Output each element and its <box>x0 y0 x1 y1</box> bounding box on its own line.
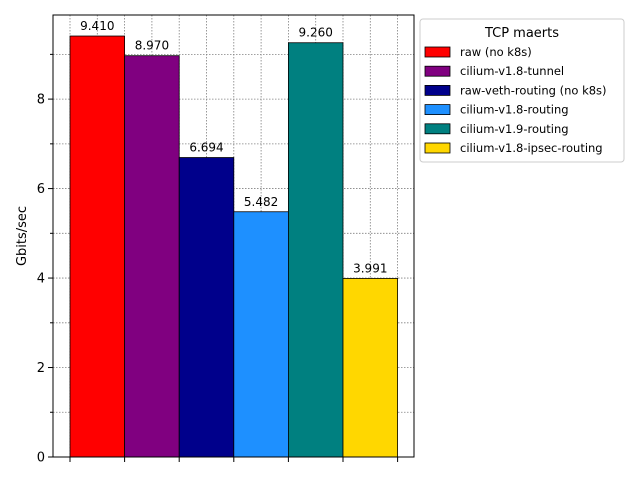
legend-swatch <box>424 123 451 135</box>
x-axis <box>69 457 399 462</box>
bar-cilium-v1-9-routing <box>287 42 344 458</box>
legend-entry-label: raw (no k8s) <box>460 45 532 59</box>
bar-value-label: 8.970 <box>135 39 169 53</box>
legend-swatch <box>424 65 451 77</box>
legend-box <box>419 18 625 163</box>
bar-raw-veth-routing-no-k8s <box>178 157 235 458</box>
bar-value-label: 9.410 <box>80 19 114 33</box>
bar-labels: 9.410 8.970 6.694 5.482 9.260 3.991 <box>80 19 387 275</box>
y-axis: 0 2 4 6 8 <box>37 53 53 466</box>
legend-swatch <box>424 46 451 58</box>
y-tick-label: 2 <box>37 361 45 376</box>
legend-items: raw (no k8s) cilium-v1.8-tunnel raw-veth-r… <box>424 45 607 155</box>
y-tick-label: 6 <box>37 182 45 197</box>
bar-value-label: 3.991 <box>353 261 387 275</box>
legend-entry-label: cilium-v1.8-ipsec-routing <box>460 141 603 155</box>
bar-cilium-v1-8-ipsec-routing <box>342 278 398 458</box>
bar-value-label: 9.260 <box>299 26 333 40</box>
bars <box>69 35 398 458</box>
bar-cilium-v1-8-tunnel <box>124 55 180 458</box>
legend-swatch <box>424 85 451 96</box>
bar-raw-no-k8s <box>69 35 125 458</box>
legend-entry-label: cilium-v1.8-routing <box>460 103 569 117</box>
bar-value-label: 5.482 <box>244 195 278 209</box>
y-tick-label: 0 <box>37 451 45 466</box>
y-axis-label: Gbits/sec <box>15 206 30 266</box>
legend-swatch <box>424 142 451 154</box>
legend-entry-label: cilium-v1.9-routing <box>460 122 569 136</box>
y-tick-label: 8 <box>37 93 45 108</box>
legend-entry-label: raw-veth-routing (no k8s) <box>460 83 607 97</box>
bar-value-label: 6.694 <box>189 141 223 155</box>
legend-entry-label: cilium-v1.8-tunnel <box>460 64 564 78</box>
bar-cilium-v1-8-routing <box>233 211 289 458</box>
legend-title: TCP maerts <box>484 26 559 41</box>
y-tick-label: 4 <box>37 272 45 287</box>
legend: TCP maerts raw (no k8s) cilium-v1.8-tunne… <box>419 18 625 163</box>
legend-swatch <box>424 104 451 115</box>
